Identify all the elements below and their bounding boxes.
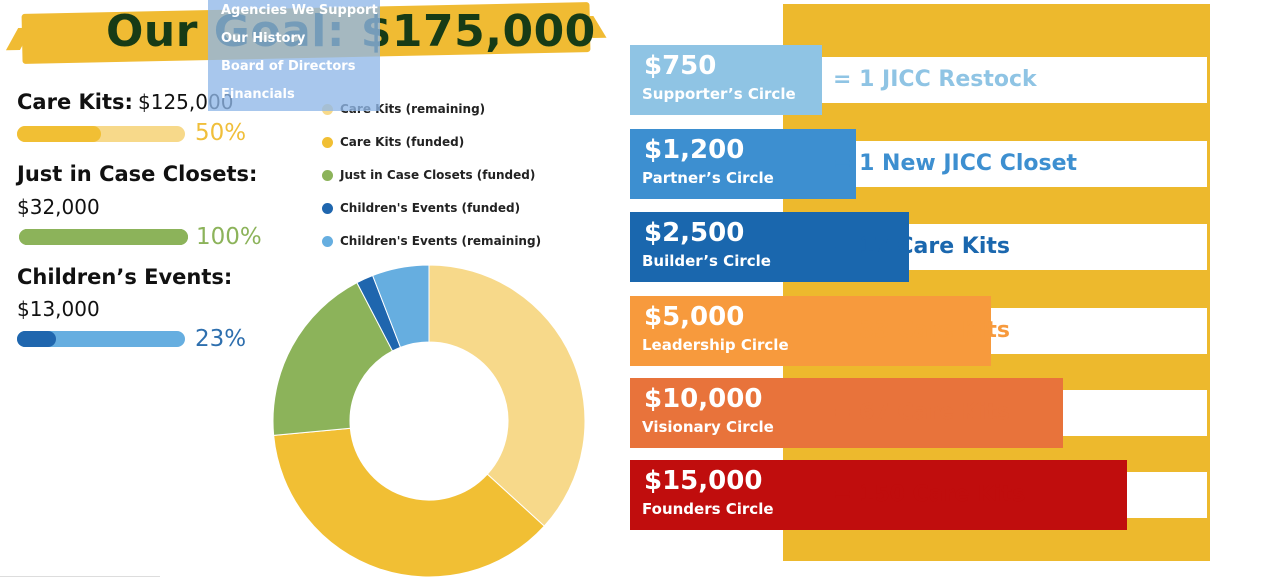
percent-care-kits: 50%: [195, 120, 247, 146]
level-amount: $2,500: [644, 218, 745, 248]
progress-fill-care-kits: [17, 126, 101, 142]
level-circle-name: Partner’s Circle: [642, 169, 774, 187]
progress-track-care-kits: [17, 126, 185, 142]
category-name-events: Children’s Events:: [17, 265, 233, 289]
level-benefit-panel: [812, 57, 1207, 103]
level-circle-name: Visionary Circle: [642, 418, 774, 436]
slice-care-kits-funded: [273, 427, 545, 578]
slice-care-kits-remaining: [428, 264, 586, 527]
level-benefit: = 33 Care Kits: [833, 318, 1010, 343]
nav-dropdown-menu: Agencies We Support Our History Board of…: [208, 0, 380, 111]
category-amount-events: $13,000: [17, 297, 100, 321]
legend-label: Children's Events (remaining): [340, 234, 542, 248]
legend-label: Care Kits (funded): [340, 135, 465, 149]
level-amount: $15,000: [644, 466, 763, 496]
level-amount-box: $1,200 Partner’s Circle: [630, 129, 856, 199]
level-benefit: = 67 Care Kits: [833, 400, 1010, 425]
level-circle-name: Leadership Circle: [642, 336, 789, 354]
level-benefit: = 1 New JICC Closet: [833, 151, 1078, 176]
progress-track-events: [17, 331, 185, 347]
menu-item-history[interactable]: Our History: [221, 31, 306, 46]
menu-item-financials[interactable]: Financials: [221, 87, 295, 102]
percent-events: 23%: [195, 326, 247, 352]
level-amount-box: $750 Supporter’s Circle: [630, 45, 822, 115]
legend-label: Just in Case Closets (funded): [340, 168, 536, 182]
level-benefit: = 150 Care Kits: [833, 482, 1026, 507]
level-benefit: = 1 JICC Restock: [833, 67, 1037, 92]
legend-swatch: [322, 170, 333, 181]
progress-fill-events: [17, 331, 56, 347]
level-benefit-panel: [812, 141, 1207, 187]
level-circle-name: Founders Circle: [642, 500, 774, 518]
progress-track-closets: [19, 229, 188, 245]
level-amount: $750: [644, 51, 717, 81]
level-benefit: = 17 Care Kits: [833, 234, 1010, 259]
level-amount: $10,000: [644, 384, 763, 414]
level-amount-box: $15,000 Founders Circle: [630, 460, 1127, 530]
level-amount-box: $2,500 Builder’s Circle: [630, 212, 909, 282]
legend-label: Children's Events (funded): [340, 201, 521, 215]
percent-closets: 100%: [196, 224, 262, 250]
progress-fill-closets: [19, 229, 188, 245]
level-amount-box: $10,000 Visionary Circle: [630, 378, 1063, 448]
donut-chart: [272, 264, 586, 578]
level-amount: $5,000: [644, 302, 745, 332]
legend-swatch: [322, 203, 333, 214]
level-circle-name: Supporter’s Circle: [642, 85, 796, 103]
menu-item-board[interactable]: Board of Directors: [221, 59, 356, 74]
menu-item-agencies[interactable]: Agencies We Support: [221, 3, 378, 18]
category-name-closets: Just in Case Closets:: [17, 162, 258, 186]
slice-closets-funded: [272, 281, 394, 436]
legend-swatch: [322, 137, 333, 148]
category-amount-closets: $32,000: [17, 195, 100, 219]
slice-events-remaining: [371, 264, 430, 348]
level-circle-name: Builder’s Circle: [642, 252, 771, 270]
level-amount-box: $5,000 Leadership Circle: [630, 296, 991, 366]
divider: [0, 576, 160, 577]
legend-swatch: [322, 236, 333, 247]
category-name: Care Kits:: [17, 90, 133, 114]
level-amount: $1,200: [644, 135, 745, 165]
